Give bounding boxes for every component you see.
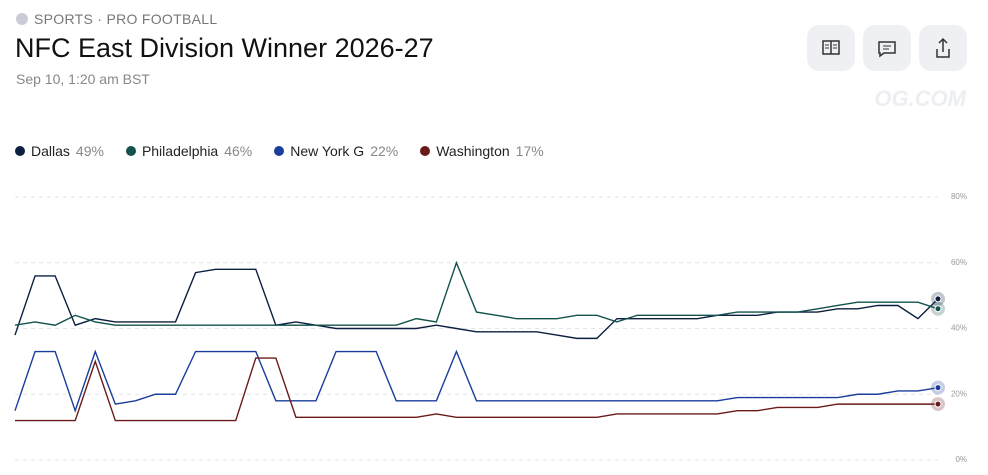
legend-name: Philadelphia [141,143,219,159]
legend-item[interactable]: Philadelphia 46% [125,143,253,159]
legend-name: New York G [290,143,365,159]
title: NFC East Division Winner 2026-27 [15,33,434,63]
breadcrumb-text[interactable]: SPORTS · PRO FOOTBALL [34,11,218,27]
legend-item[interactable]: New York G 22% [274,143,398,159]
legend-value: 46% [224,143,253,159]
legend-value: 49% [75,143,104,159]
legend-swatch [274,146,285,156]
legend-value: 22% [370,143,399,159]
end-point [934,384,942,392]
watermark: OG.COM [874,86,966,111]
y-tick-label: 0% [955,455,967,464]
end-point [934,295,942,303]
y-tick-label: 80% [951,192,967,201]
share-button[interactable] [919,25,967,71]
legend-name: Dallas [31,143,70,159]
legend-item[interactable]: Washington 17% [420,143,544,159]
breadcrumb[interactable]: SPORTS · PRO FOOTBALL [16,11,217,27]
end-point [934,305,942,313]
series-line [14,349,939,413]
icon [822,40,840,55]
legend-name: Washington [436,143,510,159]
rules-button[interactable] [807,25,855,71]
legend-swatch [15,146,25,156]
series-line [14,260,939,326]
series-line [15,357,938,422]
legend: Dallas 49% Philadelphia 46% New York G 22% Was… [15,143,544,159]
comment-button[interactable] [863,25,911,71]
y-tick-label: 40% [951,324,967,333]
subtitle: Sep 10, 1:20 am BST [16,71,150,87]
legend-swatch [420,146,431,156]
legend-swatch [125,146,136,156]
icon [936,37,950,58]
legend-item[interactable]: Dallas 49% [15,143,104,159]
y-tick-label: 20% [951,389,967,398]
legend-value: 17% [515,143,544,159]
icon [878,41,896,58]
y-tick-label: 60% [951,258,967,267]
end-point [934,400,942,408]
